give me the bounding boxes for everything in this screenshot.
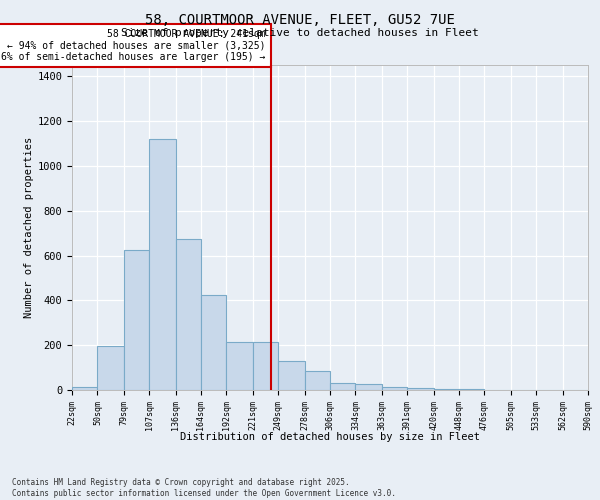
- Y-axis label: Number of detached properties: Number of detached properties: [25, 137, 35, 318]
- Bar: [382, 386, 407, 390]
- Bar: [278, 361, 305, 390]
- Bar: [97, 346, 124, 390]
- Bar: [253, 342, 278, 390]
- Bar: [407, 388, 434, 390]
- Text: Size of property relative to detached houses in Fleet: Size of property relative to detached ho…: [121, 28, 479, 38]
- Text: 58 COURTMOOR AVENUE: 241sqm
← 94% of detached houses are smaller (3,325)
6% of s: 58 COURTMOOR AVENUE: 241sqm ← 94% of det…: [1, 28, 266, 62]
- Bar: [124, 250, 149, 390]
- Bar: [149, 139, 176, 390]
- Bar: [176, 238, 201, 390]
- Bar: [355, 384, 382, 390]
- Bar: [201, 294, 226, 390]
- Text: Contains HM Land Registry data © Crown copyright and database right 2025.
Contai: Contains HM Land Registry data © Crown c…: [12, 478, 396, 498]
- Bar: [72, 386, 97, 390]
- X-axis label: Distribution of detached houses by size in Fleet: Distribution of detached houses by size …: [180, 432, 480, 442]
- Text: 58, COURTMOOR AVENUE, FLEET, GU52 7UE: 58, COURTMOOR AVENUE, FLEET, GU52 7UE: [145, 12, 455, 26]
- Bar: [226, 342, 253, 390]
- Bar: [434, 389, 459, 390]
- Bar: [305, 371, 330, 390]
- Bar: [330, 384, 355, 390]
